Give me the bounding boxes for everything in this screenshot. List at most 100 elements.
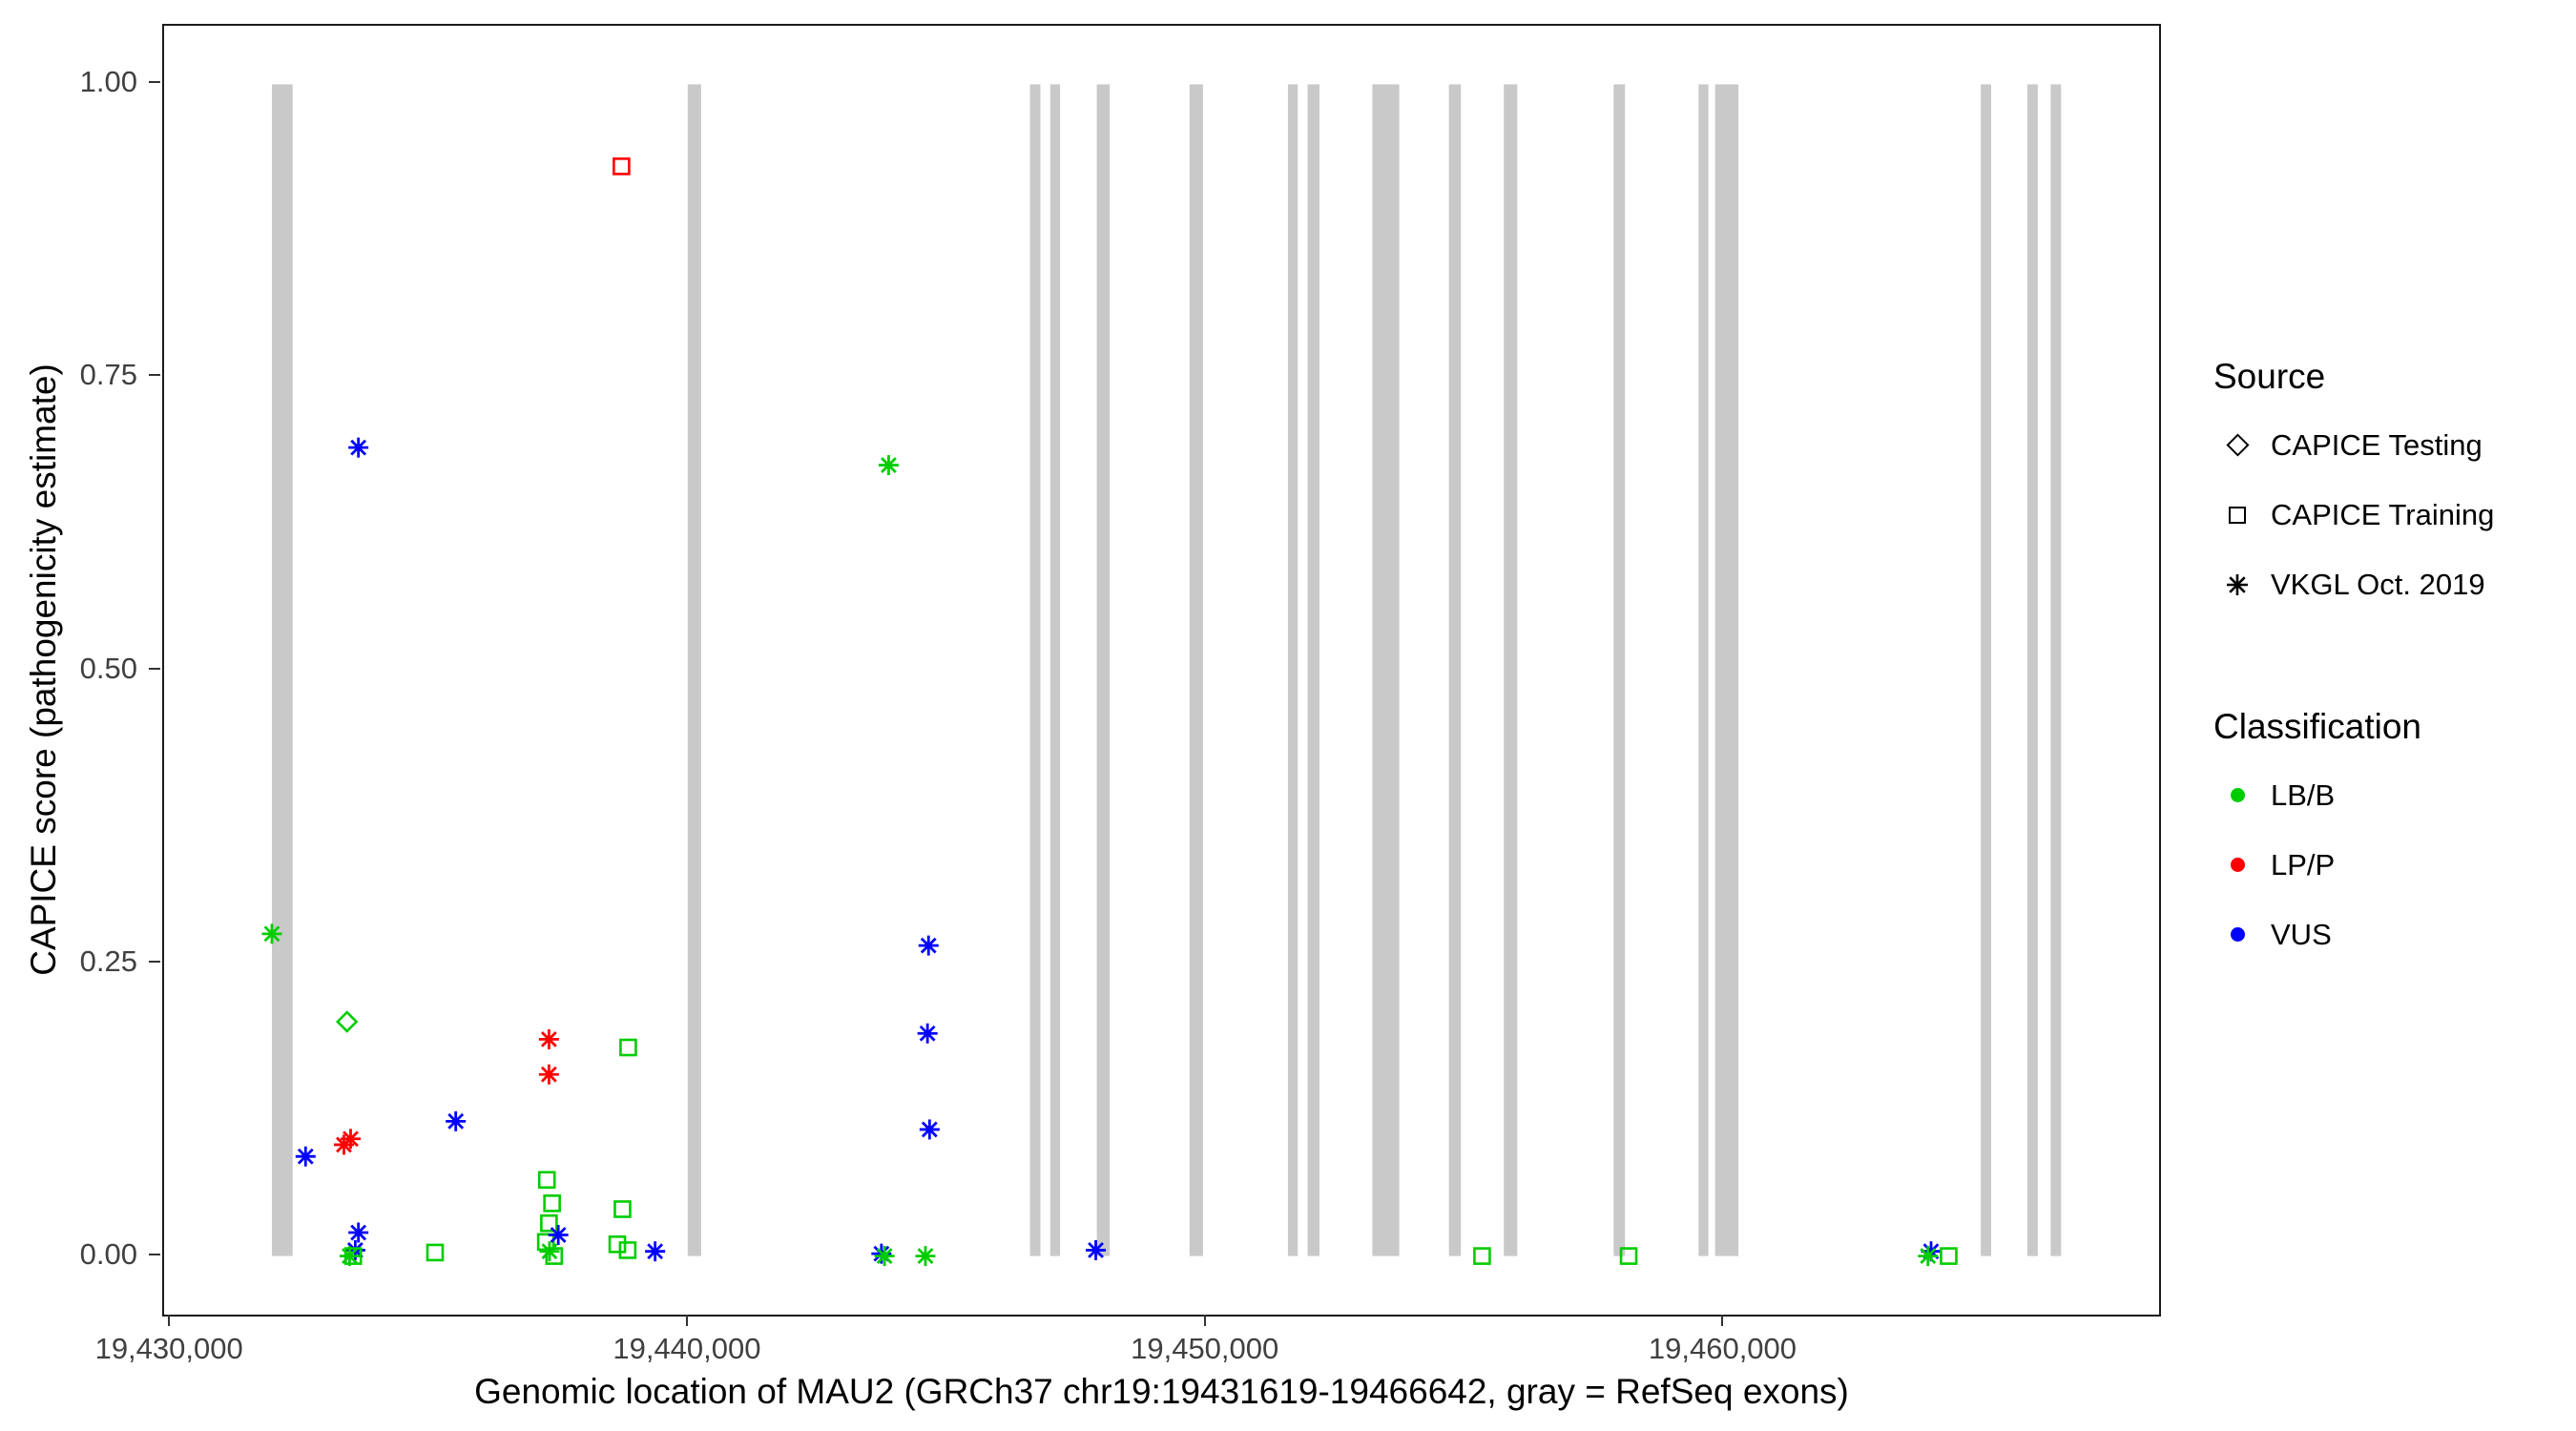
data-point-asterisk bbox=[538, 1064, 559, 1085]
data-point-asterisk bbox=[348, 437, 369, 458]
legend-item-vkgl-oct-2019: VKGL Oct. 2019 bbox=[2213, 550, 2566, 619]
data-point-square bbox=[426, 1243, 445, 1262]
exon-bar bbox=[1504, 84, 1518, 1256]
data-point-asterisk bbox=[874, 1246, 895, 1267]
data-point-square bbox=[343, 1247, 363, 1265]
x-tick-mark bbox=[1721, 1315, 1724, 1326]
x-axis-title: Genomic location of MAU2 (GRCh37 chr19:1… bbox=[474, 1372, 1849, 1411]
legend-item-lb-b: LB/B bbox=[2213, 760, 2566, 830]
data-point-square bbox=[1619, 1247, 1638, 1265]
exon-bar bbox=[1613, 84, 1626, 1256]
exon-bar bbox=[1189, 84, 1203, 1256]
legend-glyph-cell bbox=[2213, 858, 2261, 872]
data-point-asterisk bbox=[539, 1241, 560, 1262]
square-icon bbox=[2229, 506, 2246, 524]
y-tick-mark bbox=[149, 667, 160, 670]
data-point-square bbox=[537, 1171, 556, 1190]
data-point-asterisk bbox=[645, 1241, 666, 1262]
x-tick-label: 19,430,000 bbox=[94, 1332, 243, 1365]
y-tick-mark bbox=[149, 1253, 160, 1255]
data-point-square bbox=[545, 1247, 564, 1265]
data-point-asterisk bbox=[341, 1129, 362, 1150]
y-tick-label: 0.00 bbox=[79, 1236, 137, 1271]
data-point-asterisk bbox=[1086, 1239, 1107, 1260]
legend-item-lp-p: LP/P bbox=[2213, 830, 2566, 900]
exon-bar bbox=[1049, 84, 1061, 1256]
y-tick-mark bbox=[149, 374, 160, 377]
x-tick-label: 19,450,000 bbox=[1131, 1332, 1279, 1365]
y-tick-label: 0.75 bbox=[79, 358, 137, 392]
data-point-asterisk bbox=[878, 455, 899, 476]
data-point-asterisk bbox=[915, 1246, 936, 1267]
exon-bar bbox=[2050, 84, 2062, 1256]
legend-classification-items: LB/B LP/P VUS bbox=[2213, 760, 2566, 969]
y-tick-label: 0.25 bbox=[79, 944, 137, 978]
data-point-asterisk bbox=[261, 923, 282, 944]
legend-item-capice-testing: CAPICE Testing bbox=[2213, 410, 2566, 480]
x-tick-label: 19,440,000 bbox=[613, 1332, 761, 1365]
legend-item-label: CAPICE Testing bbox=[2271, 427, 2483, 462]
y-tick-label: 0.50 bbox=[79, 651, 137, 685]
x-tick-mark bbox=[685, 1315, 688, 1326]
data-point-asterisk bbox=[538, 1028, 559, 1049]
data-point-square bbox=[1473, 1247, 1491, 1265]
exon-bar bbox=[1372, 84, 1400, 1256]
plot-panel bbox=[162, 24, 2161, 1317]
data-point-asterisk bbox=[919, 1119, 940, 1140]
legend-glyph-cell bbox=[2213, 788, 2261, 802]
data-point-square bbox=[543, 1194, 561, 1213]
exon-bar bbox=[1096, 84, 1111, 1256]
plot-canvas bbox=[261, 84, 2062, 1267]
legend: Source CAPICE Testing CAPICE Training VKGL… bbox=[2213, 343, 2566, 969]
data-point-square bbox=[619, 1038, 637, 1057]
data-point-square bbox=[1940, 1247, 1958, 1265]
exon-bar bbox=[1307, 84, 1319, 1256]
data-point-asterisk bbox=[446, 1110, 467, 1131]
data-point-asterisk bbox=[917, 1023, 938, 1044]
exon-bar bbox=[1448, 84, 1462, 1256]
exon-bar bbox=[687, 84, 701, 1256]
x-tick-mark bbox=[1203, 1315, 1206, 1326]
x-tick-mark bbox=[168, 1315, 171, 1326]
dot-icon bbox=[2230, 927, 2245, 942]
legend-glyph-cell bbox=[2213, 506, 2261, 524]
dot-icon bbox=[2230, 858, 2245, 872]
exon-bar bbox=[272, 84, 293, 1256]
data-point-asterisk bbox=[548, 1224, 569, 1245]
exon-bar bbox=[1698, 84, 1709, 1256]
exon-bar bbox=[2027, 84, 2038, 1256]
legend-item-capice-training: CAPICE Training bbox=[2213, 480, 2566, 550]
diamond-icon bbox=[2225, 433, 2250, 457]
y-tick-mark bbox=[149, 81, 160, 84]
exon-bar bbox=[1714, 84, 1739, 1256]
legend-item-vus: VUS bbox=[2213, 900, 2566, 969]
data-point-square bbox=[608, 1235, 627, 1254]
dot-icon bbox=[2230, 788, 2245, 802]
exon-bar bbox=[1287, 84, 1298, 1256]
legend-item-label: LP/P bbox=[2271, 847, 2336, 881]
exon-bar bbox=[1981, 84, 1991, 1256]
legend-classification-title: Classification bbox=[2213, 707, 2421, 746]
data-point-asterisk bbox=[295, 1146, 316, 1167]
data-point-square bbox=[613, 157, 631, 176]
y-tick-label: 1.00 bbox=[79, 65, 137, 99]
y-tick-mark bbox=[149, 960, 160, 963]
data-point-square bbox=[540, 1213, 558, 1233]
exon-bar bbox=[1029, 84, 1041, 1256]
data-point-asterisk bbox=[348, 1222, 369, 1243]
legend-item-label: CAPICE Training bbox=[2271, 497, 2495, 531]
legend-item-label: LB/B bbox=[2271, 778, 2336, 812]
data-point-square bbox=[618, 1241, 637, 1259]
asterisk-icon bbox=[2227, 573, 2248, 595]
legend-glyph-cell bbox=[2213, 927, 2261, 942]
data-point-asterisk bbox=[918, 935, 939, 956]
legend-source-title: Source bbox=[2213, 357, 2326, 396]
data-point-square bbox=[613, 1200, 632, 1218]
legend-source-items: CAPICE Testing CAPICE Training VKGL Oct. 2… bbox=[2213, 410, 2566, 619]
legend-glyph-cell bbox=[2213, 571, 2261, 598]
legend-glyph-cell bbox=[2213, 433, 2261, 457]
legend-item-label: VKGL Oct. 2019 bbox=[2271, 567, 2485, 601]
data-point-diamond bbox=[335, 1010, 359, 1033]
data-point-asterisk bbox=[1918, 1246, 1939, 1267]
